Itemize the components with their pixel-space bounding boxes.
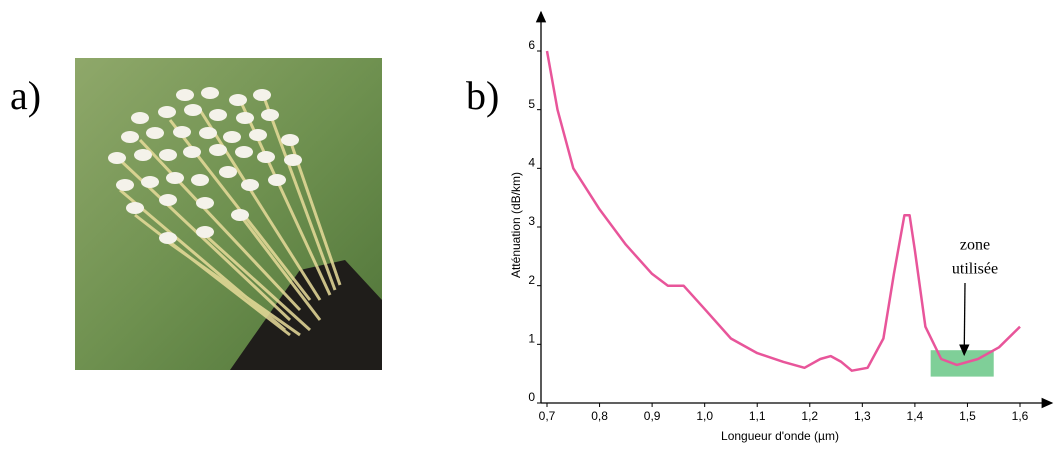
x-tick-label: 0,9 [644,409,661,423]
y-tick-label: 5 [528,97,535,111]
y-tick-label: 4 [528,156,535,170]
x-tick-label: 1,6 [1012,409,1029,423]
y-tick-label: 2 [528,273,535,287]
photo [75,58,382,370]
plot: 0 1 2 3 4 5 6 0,7 0,8 0,9 1,0 1,1 1,2 1,3 1,4 1,5 1,6 Lon… [509,10,1054,443]
x-tick-label: 1,4 [907,409,924,423]
x-tick-label: 0,7 [539,409,556,423]
x-tick-label: 1,5 [959,409,976,423]
y-axis-label: Atténuation (dB/km) [509,172,523,278]
x-axis-label: Longueur d'onde (µm) [721,429,839,443]
x-tick-label: 1,3 [854,409,871,423]
x-tick-label: 0,8 [591,409,608,423]
annotation: utilisée [952,261,998,278]
annotation: zone [960,237,990,254]
line [545,50,1021,372]
x-tick-label: 1,0 [696,409,713,423]
y-tick-label: 3 [528,214,535,228]
x-tick-label: 1,1 [749,409,766,423]
y-tick-label: 1 [528,332,535,346]
panel-label: b) [466,73,499,118]
annotation-arrow [959,282,970,357]
y-tick-label: 6 [528,38,535,52]
y-tick-label: 0 [528,390,535,404]
panel-label: a) [10,73,41,118]
x-tick-label: 1,2 [801,409,818,423]
